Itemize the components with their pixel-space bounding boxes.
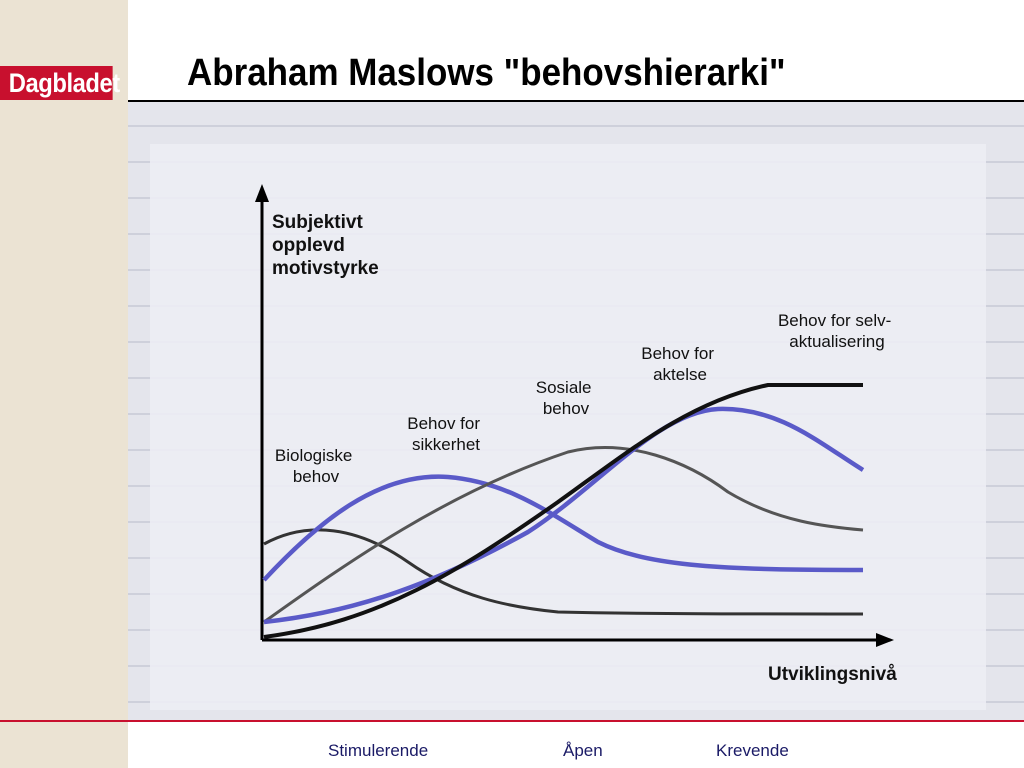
label-biologiske-line-1: Biologiske [275,446,353,465]
label-sikkerhet: Behov for sikkerhet [407,414,485,454]
y-axis-label: Subjektivt opplevd motivstyrke [272,212,379,279]
y-axis-label-line-3: motivstyrke [272,258,379,279]
axes [260,192,883,642]
label-sosiale-line-2: behov [543,399,590,418]
label-biologiske-line-2: behov [293,467,340,486]
curve-aktelse [263,406,865,625]
x-axis-arrow-icon [876,633,894,647]
curve-selvaktualisering [263,383,863,639]
label-biologiske-behov: Biologiske behov [275,446,357,486]
label-aktelse: Behov for aktelse [641,344,719,384]
footer-item-apen: Åpen [563,741,603,760]
maslow-diagram: Subjektivt opplevd motivstyrke Utvikling… [128,125,1024,710]
slide-title: Abraham Maslows "behovshierarki" [187,52,786,94]
label-selvaktualisering: Behov for selv- aktualisering [778,311,896,351]
title-divider [128,100,1024,102]
label-aktelse-line-1: Behov for [641,344,714,363]
dagbladet-logo: Dagbladet [0,66,120,100]
diagram-photo: Subjektivt opplevd motivstyrke Utvikling… [128,102,1024,720]
logo-text: Dagbladet [8,68,120,98]
label-selvaktualisering-line-1: Behov for selv- [778,311,891,330]
y-axis-label-line-2: opplevd [272,235,345,256]
sidebar [0,0,128,768]
curve-sikkerhet [262,474,864,582]
label-sosiale-behov: Sosiale behov [536,378,597,418]
y-axis-arrow-icon [255,184,269,202]
curve-biologiske-behov [263,528,864,616]
y-axis-label-line-1: Subjektivt [272,212,363,233]
diagram-panel [150,144,986,710]
footer-item-krevende: Krevende [716,741,789,760]
footer-item-stimulerende: Stimulerende [328,741,429,760]
label-sikkerhet-line-2: sikkerhet [412,435,480,454]
footer-divider [0,720,1024,722]
label-sosiale-line-1: Sosiale [536,378,592,397]
label-sikkerhet-line-1: Behov for [407,414,480,433]
label-aktelse-line-2: aktelse [653,365,707,384]
label-selvaktualisering-line-2: aktualisering [789,332,884,351]
curve-sosiale-behov [263,446,864,624]
x-axis-label: Utviklingsnivå [768,664,897,685]
